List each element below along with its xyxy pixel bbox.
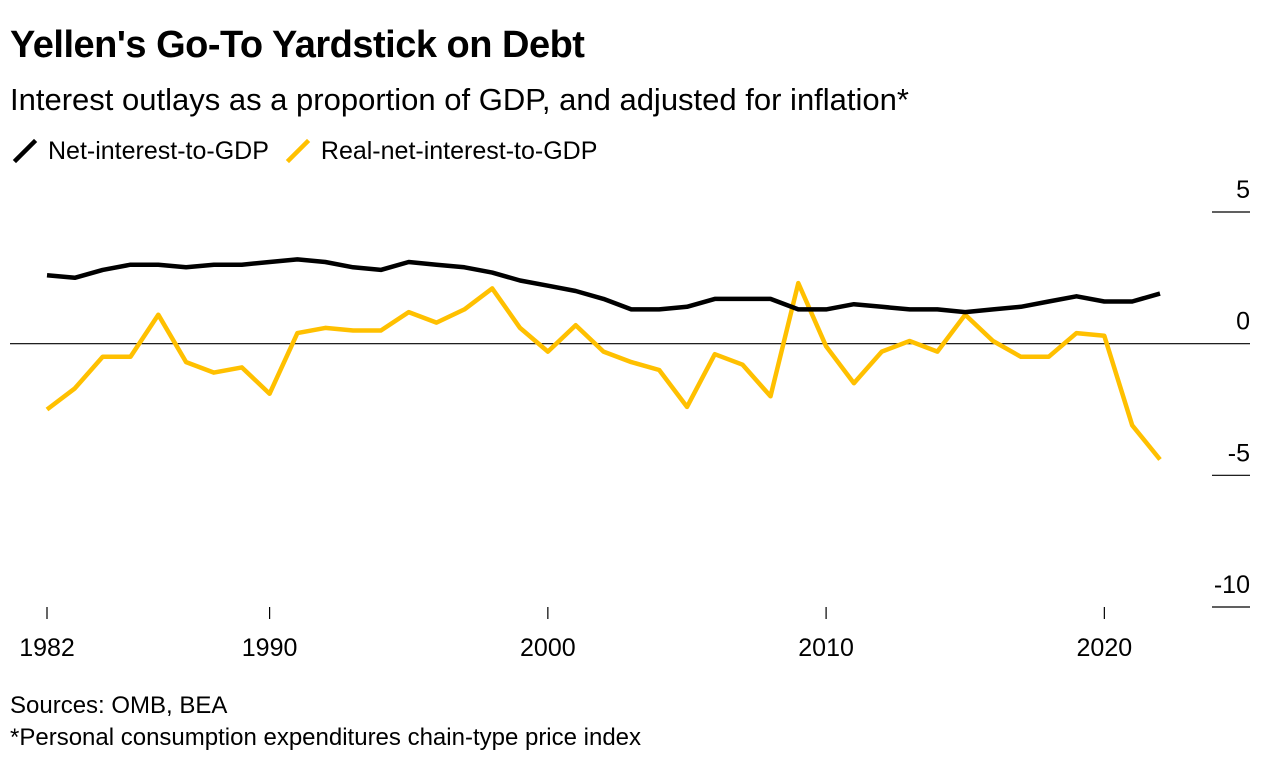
x-tick-label-1982: 1982	[19, 634, 75, 662]
legend-item-real-net-interest: Real-net-interest-to-GDP	[285, 137, 597, 166]
legend-swatch-real-net-interest	[285, 138, 311, 164]
source-note: Sources: OMB, BEA	[10, 692, 228, 719]
legend: Net-interest-to-GDP Real-net-interest-to…	[12, 134, 613, 168]
legend-item-net-interest: Net-interest-to-GDP	[12, 137, 269, 166]
y-tick-label-minus-10: -10	[1214, 571, 1250, 599]
x-tick-label-2010: 2010	[798, 634, 854, 662]
chart-subtitle: Interest outlays as a proportion of GDP,…	[10, 82, 909, 117]
legend-label-net-interest: Net-interest-to-GDP	[48, 136, 269, 165]
legend-swatch-line	[285, 138, 311, 164]
y-tick-label-5: 5	[1236, 176, 1250, 204]
x-tick-label-2000: 2000	[520, 634, 576, 662]
y-tick-label-minus-5: -5	[1228, 439, 1250, 467]
legend-swatch-net-interest	[12, 138, 38, 164]
legend-label-real-net-interest: Real-net-interest-to-GDP	[320, 136, 598, 165]
legend-swatch-line	[12, 138, 38, 164]
series-line-real-net-interest-to-gdp	[45, 280, 1162, 461]
series-line-net-interest-to-gdp	[46, 257, 1161, 315]
chart-title: Yellen's Go-To Yardstick on Debt	[10, 24, 585, 66]
x-tick-label-2020: 2020	[1077, 634, 1133, 662]
y-tick-label-0: 0	[1236, 308, 1250, 336]
footnote: *Personal consumption expenditures chain…	[10, 724, 642, 751]
x-tick-label-1990: 1990	[242, 634, 298, 662]
